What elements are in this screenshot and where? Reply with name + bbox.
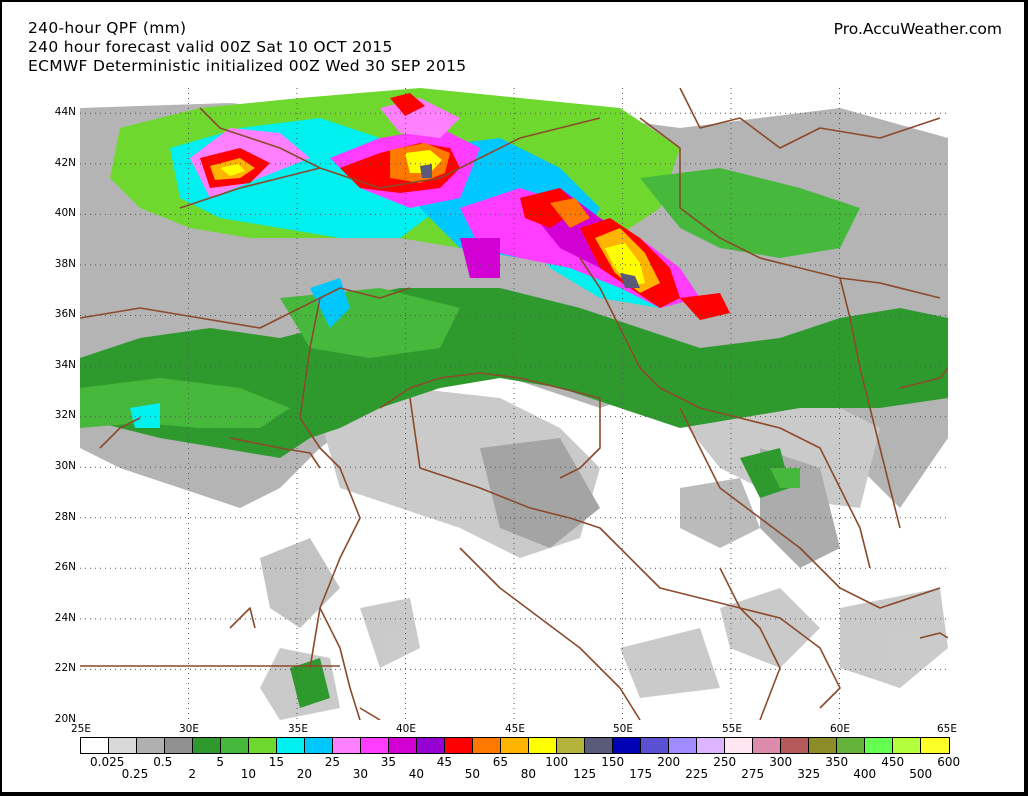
colorbar-label: 200	[657, 755, 681, 769]
colorbar-swatch	[557, 738, 585, 753]
colorbar-label: 0.25	[121, 767, 149, 781]
colorbar-label: 325	[797, 767, 821, 781]
colorbar-label: 600	[937, 755, 961, 769]
colorbar-label: 45	[436, 755, 453, 769]
colorbar-label: 350	[825, 755, 849, 769]
colorbar-label: 0.025	[90, 755, 125, 769]
subtitle-valid: 240 hour forecast valid 00Z Sat 10 OCT 2…	[28, 38, 393, 56]
lat-label: 42N	[54, 157, 76, 169]
colorbar-swatch	[389, 738, 417, 753]
colorbar-label: 15	[268, 755, 285, 769]
colorbar-swatch	[921, 738, 949, 753]
colorbar-label: 2	[188, 767, 197, 781]
lat-label: 20N	[54, 713, 76, 725]
colorbar-swatch	[305, 738, 333, 753]
lat-label: 44N	[54, 106, 76, 118]
colorbar-swatch	[221, 738, 249, 753]
subtitle-init: ECMWF Deterministic initialized 00Z Wed …	[28, 57, 467, 75]
colorbar-swatch	[361, 738, 389, 753]
colorbar-swatch	[81, 738, 109, 753]
lat-label: 36N	[54, 308, 76, 320]
colorbar-label: 300	[769, 755, 793, 769]
colorbar-swatch	[893, 738, 921, 753]
colorbar-swatch	[109, 738, 137, 753]
colorbar-label: 50	[464, 767, 481, 781]
lat-label: 38N	[54, 258, 76, 270]
colorbar-swatch	[501, 738, 529, 753]
colorbar-swatch	[613, 738, 641, 753]
lon-label: 55E	[722, 723, 742, 735]
colorbar-label: 65	[492, 755, 509, 769]
precipitation-map	[80, 88, 948, 720]
colorbar-label: 80	[520, 767, 537, 781]
colorbar-swatch	[165, 738, 193, 753]
colorbar-swatch	[697, 738, 725, 753]
colorbar-swatch	[809, 738, 837, 753]
colorbar-swatch	[753, 738, 781, 753]
colorbar	[80, 737, 950, 754]
lon-label: 60E	[830, 723, 850, 735]
lat-label: 22N	[54, 662, 76, 674]
colorbar-swatch	[781, 738, 809, 753]
colorbar-swatch	[137, 738, 165, 753]
colorbar-swatch	[865, 738, 893, 753]
colorbar-label: 150	[601, 755, 625, 769]
colorbar-swatch	[585, 738, 613, 753]
colorbar-label: 175	[629, 767, 653, 781]
lon-label: 40E	[396, 723, 416, 735]
colorbar-label: 500	[909, 767, 933, 781]
lon-label: 30E	[179, 723, 199, 735]
colorbar-label: 35	[380, 755, 397, 769]
lon-label: 25E	[71, 723, 91, 735]
colorbar-label: 125	[573, 767, 597, 781]
colorbar-label: 400	[853, 767, 877, 781]
colorbar-label: 100	[545, 755, 569, 769]
title: 240-hour QPF (mm)	[28, 19, 187, 37]
lat-label: 24N	[54, 612, 76, 624]
lat-label: 40N	[54, 207, 76, 219]
lat-label: 28N	[54, 511, 76, 523]
colorbar-swatch	[473, 738, 501, 753]
brand-text: Pro.AccuWeather.com	[833, 20, 1002, 38]
lon-label: 35E	[288, 723, 308, 735]
lon-label: 45E	[505, 723, 525, 735]
colorbar-label: 5	[216, 755, 225, 769]
colorbar-swatch	[725, 738, 753, 753]
colorbar-label: 250	[713, 755, 737, 769]
colorbar-swatch	[193, 738, 221, 753]
colorbar-swatch	[417, 738, 445, 753]
colorbar-swatch	[529, 738, 557, 753]
colorbar-label: 0.5	[153, 755, 173, 769]
colorbar-swatch	[445, 738, 473, 753]
colorbar-swatch	[669, 738, 697, 753]
lon-label: 50E	[613, 723, 633, 735]
lat-label: 30N	[54, 460, 76, 472]
colorbar-label: 40	[408, 767, 425, 781]
colorbar-label: 225	[685, 767, 709, 781]
colorbar-swatch	[249, 738, 277, 753]
lat-label: 32N	[54, 409, 76, 421]
colorbar-label: 450	[881, 755, 905, 769]
map-canvas	[80, 88, 948, 720]
colorbar-label: 20	[296, 767, 313, 781]
colorbar-label: 25	[324, 755, 341, 769]
colorbar-label: 30	[352, 767, 369, 781]
colorbar-swatch	[837, 738, 865, 753]
colorbar-label: 275	[741, 767, 765, 781]
lat-label: 34N	[54, 359, 76, 371]
lat-label: 26N	[54, 561, 76, 573]
colorbar-label: 10	[240, 767, 257, 781]
colorbar-swatch	[333, 738, 361, 753]
colorbar-swatch	[277, 738, 305, 753]
colorbar-swatch	[641, 738, 669, 753]
lon-label: 65E	[937, 723, 957, 735]
